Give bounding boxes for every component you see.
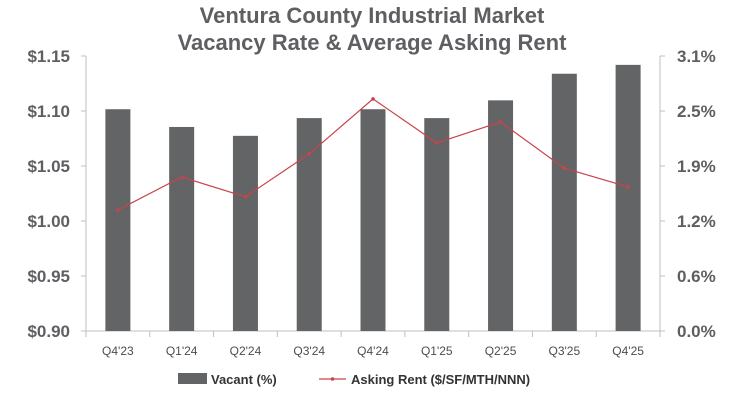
asking-rent-point — [116, 208, 120, 212]
y-right-tick-label: 1.2% — [677, 212, 716, 231]
y-left-tick-label: $1.00 — [27, 212, 70, 231]
tick-labels: $1.15 $1.10 $1.05 $1.00 $0.95 $0.90 3.1% 2.5% 1.… — [27, 47, 715, 358]
asking-rent-point — [243, 195, 248, 199]
chart-title-line-2: Vacancy Rate & Average Asking Rent — [178, 30, 567, 55]
asking-rent-point — [562, 166, 567, 170]
bar-vacant — [169, 126, 195, 331]
bar-vacant — [232, 135, 258, 331]
asking-rent-point — [434, 141, 439, 145]
legend-label-asking-rent: Asking Rent ($/SF/MTH/NNN) — [351, 372, 530, 387]
x-tick-label: Q2'25 — [485, 344, 517, 358]
y-left-tick-label: $0.90 — [27, 322, 70, 341]
x-tick-label: Q3'24 — [293, 344, 325, 358]
bar-vacant — [488, 100, 514, 332]
x-tick-label: Q4'23 — [102, 344, 134, 358]
asking-rent-point — [371, 97, 375, 101]
bar-vacant — [296, 118, 322, 331]
y-left-tick-label: $1.05 — [27, 157, 70, 176]
y-left-tick-label: $1.15 — [27, 47, 70, 66]
chart-title-line-1: Ventura County Industrial Market — [200, 3, 545, 28]
y-right-tick-label: 3.1% — [677, 47, 716, 66]
asking-rent-point — [498, 120, 503, 124]
bar-vacant — [615, 64, 641, 331]
bar-vacant — [424, 118, 450, 331]
bar-vacant — [105, 109, 131, 332]
x-tick-label: Q1'25 — [421, 344, 453, 358]
x-tick-label: Q2'24 — [230, 344, 262, 358]
x-tick-label: Q3'25 — [549, 344, 581, 358]
x-tick-label: Q4'24 — [357, 344, 389, 358]
line-series-asking-rent — [116, 97, 630, 212]
asking-rent-point — [626, 185, 630, 189]
x-tick-label: Q4'25 — [612, 344, 644, 358]
y-left-tick-label: $1.10 — [27, 102, 70, 121]
legend-marker-asking-rent — [330, 377, 335, 381]
y-right-tick-label: 2.5% — [677, 102, 716, 121]
y-right-tick-label: 1.9% — [677, 157, 716, 176]
asking-rent-point — [179, 175, 184, 179]
y-right-tick-label: 0.0% — [677, 322, 716, 341]
bar-vacant — [360, 109, 386, 332]
bar-series-vacant — [105, 64, 641, 332]
legend-label-vacant: Vacant (%) — [211, 372, 277, 387]
legend-swatch-vacant — [178, 373, 207, 384]
legend: Vacant (%) Asking Rent ($/SF/MTH/NNN) — [178, 372, 530, 387]
y-right-tick-label: 0.6% — [677, 267, 716, 286]
bar-vacant — [551, 73, 577, 331]
x-tick-label: Q1'24 — [166, 344, 198, 358]
asking-rent-point — [307, 152, 312, 156]
y-left-tick-label: $0.95 — [27, 267, 70, 286]
